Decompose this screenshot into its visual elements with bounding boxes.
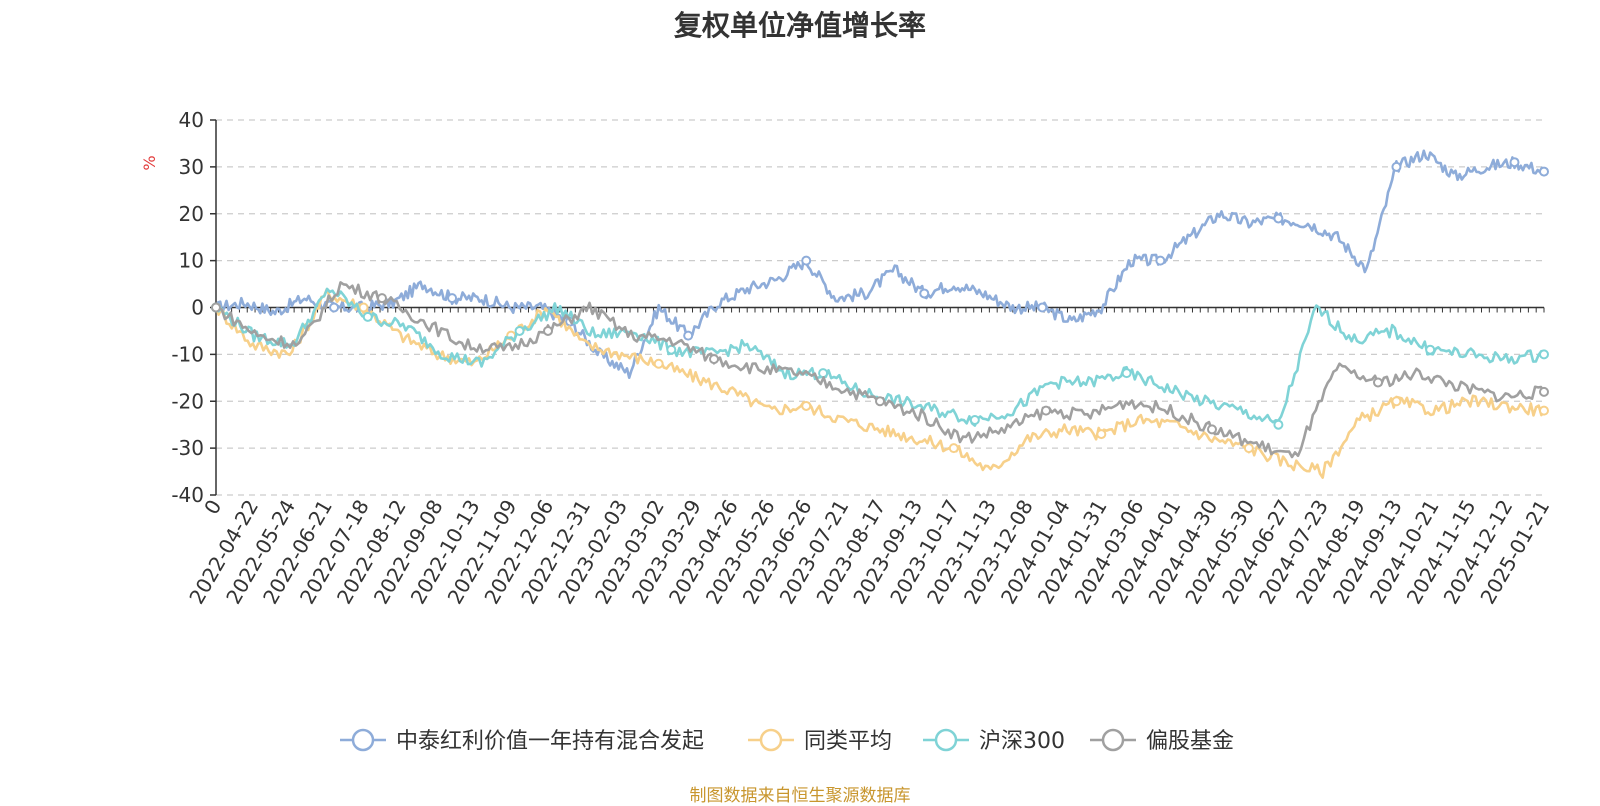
series-marker	[1273, 419, 1284, 430]
legend-item-1[interactable]: 同类平均	[748, 728, 892, 754]
series-marker	[211, 302, 221, 313]
legend-marker	[351, 728, 375, 752]
y-tick-label: 20	[179, 202, 204, 226]
series-marker	[801, 255, 812, 266]
series-marker	[362, 311, 373, 322]
legend-label: 中泰红利价值一年持有混合发起	[396, 729, 704, 754]
series-marker	[1539, 349, 1549, 360]
y-tick-label: -30	[171, 436, 204, 460]
series-marker	[666, 344, 677, 355]
series-marker	[919, 288, 930, 299]
series-marker	[1037, 302, 1048, 313]
series-marker	[514, 325, 525, 336]
series-marker	[543, 325, 553, 336]
legend-marker	[934, 728, 958, 752]
legend-label: 偏股基金	[1146, 729, 1234, 754]
series-marker	[1539, 166, 1549, 177]
series-marker	[1243, 443, 1254, 454]
series-marker	[1121, 368, 1132, 379]
y-tick-label: -40	[171, 483, 204, 507]
series-marker	[377, 293, 387, 304]
series-marker	[801, 400, 812, 411]
series-marker	[1155, 255, 1166, 266]
series-marker	[683, 330, 694, 341]
series-marker	[875, 396, 885, 407]
series-marker	[1373, 377, 1383, 388]
series-marker	[1391, 161, 1402, 172]
series-marker	[1041, 405, 1051, 416]
series-marker	[1273, 213, 1284, 224]
series-marker	[329, 302, 340, 313]
series-marker	[1539, 386, 1549, 397]
x-tick-layer: 02022-04-222022-05-242022-06-212022-07-1…	[184, 496, 1554, 609]
legend-item-3[interactable]: 偏股基金	[1090, 728, 1234, 754]
series-layer	[211, 149, 1549, 479]
y-tick-label: -10	[171, 342, 204, 366]
series-marker	[818, 368, 829, 379]
series-marker	[1539, 405, 1549, 416]
legend-label: 同类平均	[804, 729, 892, 754]
axis-layer: 40 30 20 10 0 -10 -20 -30 -40	[171, 108, 1545, 507]
y-tick-label: 40	[179, 108, 204, 132]
series-line-0	[214, 149, 1546, 379]
series-marker	[1425, 344, 1436, 355]
x-tick-label: 0	[199, 496, 226, 519]
y-tick-label: 30	[179, 155, 204, 179]
legend-item-0[interactable]: 中泰红利价值一年持有混合发起	[340, 728, 704, 754]
series-line-1	[214, 288, 1546, 479]
series-marker	[969, 415, 980, 425]
series-marker	[358, 302, 369, 313]
legend-marker	[1101, 728, 1125, 752]
y-tick-label: 10	[179, 249, 204, 273]
series-marker	[709, 354, 719, 365]
series-marker	[1096, 429, 1107, 440]
y-tick-label: -20	[171, 389, 204, 413]
series-marker	[1391, 396, 1402, 407]
series-marker	[1207, 424, 1217, 435]
y-tick-label: 0	[191, 296, 204, 320]
legend[interactable]: 中泰红利价值一年持有混合发起 同类平均 沪深300 偏股基金	[340, 728, 1234, 754]
chart-title: 复权单位净值增长率	[673, 9, 926, 42]
series-marker	[1509, 157, 1520, 168]
series-marker	[447, 293, 458, 304]
y-axis-label: %	[140, 155, 159, 170]
legend-item-2[interactable]: 沪深300	[923, 728, 1065, 754]
legend-marker	[759, 728, 783, 752]
series-marker	[653, 358, 664, 369]
series-marker	[948, 443, 959, 454]
source-note: 制图数据来自恒生聚源数据库	[689, 786, 911, 806]
legend-label: 沪深300	[979, 729, 1065, 754]
